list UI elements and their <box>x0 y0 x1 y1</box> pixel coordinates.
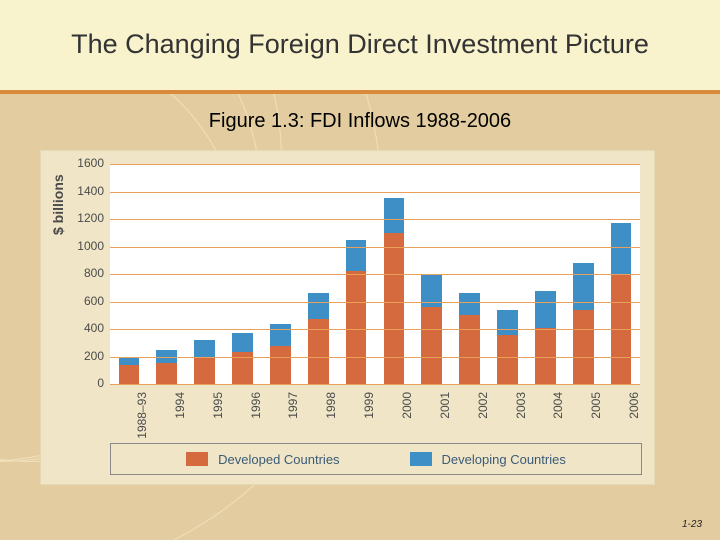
gridline <box>110 329 640 330</box>
gridline <box>110 192 640 193</box>
x-tick-label: 2006 <box>627 392 641 442</box>
bar-segment <box>194 357 215 385</box>
bar-segment <box>421 307 442 384</box>
y-tick-label: 400 <box>40 321 104 335</box>
slide-title: The Changing Foreign Direct Investment P… <box>71 29 649 60</box>
bar-segment <box>611 223 632 274</box>
x-tick-label: 1999 <box>362 392 376 442</box>
bar-segment <box>270 346 291 385</box>
title-band: The Changing Foreign Direct Investment P… <box>0 0 720 90</box>
bar-segment <box>119 357 140 365</box>
x-tick-label: 1997 <box>286 392 300 442</box>
gridline <box>110 357 640 358</box>
legend-label: Developing Countries <box>442 452 566 467</box>
bar-segment <box>119 365 140 384</box>
bar-segment <box>459 315 480 384</box>
bar-segment <box>573 263 594 310</box>
slide: The Changing Foreign Direct Investment P… <box>0 0 720 540</box>
x-tick-label: 1994 <box>173 392 187 442</box>
y-tick-label: 200 <box>40 349 104 363</box>
x-tick-label: 1998 <box>324 392 338 442</box>
x-tick-label: 2005 <box>589 392 603 442</box>
x-tick-label: 2002 <box>476 392 490 442</box>
bar-segment <box>346 271 367 384</box>
legend-item-developing: Developing Countries <box>410 452 566 467</box>
bar-segment <box>535 291 556 328</box>
x-tick-label: 2001 <box>438 392 452 442</box>
y-tick-label: 0 <box>40 376 104 390</box>
x-tick-label: 2000 <box>400 392 414 442</box>
bar-segment <box>270 324 291 346</box>
bar-segment <box>232 333 253 352</box>
bar-segment <box>497 310 518 335</box>
gridline <box>110 247 640 248</box>
y-tick-label: 1400 <box>40 184 104 198</box>
legend-item-developed: Developed Countries <box>186 452 339 467</box>
legend-swatch <box>410 452 432 466</box>
gridline <box>110 164 640 165</box>
y-tick-label: 1000 <box>40 239 104 253</box>
legend-label: Developed Countries <box>218 452 339 467</box>
bar-segment <box>497 335 518 385</box>
legend-swatch <box>186 452 208 466</box>
bar-segment <box>459 293 480 315</box>
x-tick-label: 1996 <box>249 392 263 442</box>
plot-area <box>110 164 640 384</box>
y-tick-label: 600 <box>40 294 104 308</box>
gridline <box>110 219 640 220</box>
bar-segment <box>308 293 329 319</box>
y-tick-label: 1200 <box>40 211 104 225</box>
x-tick-label: 2004 <box>551 392 565 442</box>
bar-segment <box>384 198 405 232</box>
x-tick-label: 1988–93 <box>135 392 149 442</box>
slide-subtitle: Figure 1.3: FDI Inflows 1988-2006 <box>0 110 720 133</box>
page-number: 1-23 <box>682 519 702 530</box>
bar-segment <box>384 233 405 384</box>
bar-segment <box>346 240 367 272</box>
y-tick-label: 1600 <box>40 156 104 170</box>
gridline <box>110 274 640 275</box>
y-tick-label: 800 <box>40 266 104 280</box>
legend: Developed Countries Developing Countries <box>110 443 642 475</box>
title-rule <box>0 90 720 94</box>
bar-segment <box>156 363 177 384</box>
x-tick-label: 1995 <box>211 392 225 442</box>
bar-segment <box>573 310 594 384</box>
gridline <box>110 302 640 303</box>
x-tick-label: 2003 <box>514 392 528 442</box>
chart-container: $ billions 02004006008001000120014001600… <box>40 150 655 485</box>
gridline <box>110 384 640 385</box>
bar-segment <box>194 340 215 357</box>
